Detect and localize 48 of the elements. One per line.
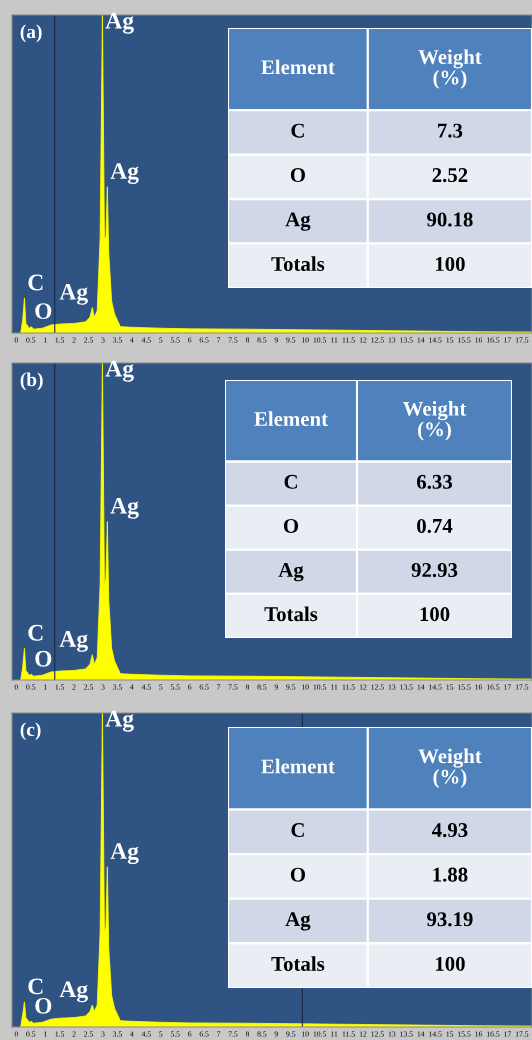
annotation: Totals — [271, 256, 325, 271]
annotation: O — [35, 650, 52, 667]
annotation: C — [28, 274, 43, 291]
annotation: 2.52 — [432, 168, 468, 183]
annotation: Ag — [110, 497, 139, 519]
annotation: Ag — [110, 843, 139, 865]
annotation: Ag — [278, 562, 304, 582]
annotation: 93.19 — [427, 912, 473, 927]
annotation: O — [35, 997, 52, 1014]
annotation: Element — [261, 59, 335, 75]
annotation: 4.93 — [431, 823, 468, 838]
annotation: Totals — [264, 606, 318, 622]
annotation: O — [283, 518, 299, 533]
annotation: 100 — [435, 956, 465, 971]
annotation: Ag — [59, 631, 88, 652]
annotation: C — [291, 823, 304, 838]
annotation: Weight (%) — [418, 49, 482, 89]
annotation: Ag — [285, 912, 311, 931]
annotation: (a) — [20, 24, 42, 43]
annotation: O — [290, 867, 306, 882]
annotation: O — [35, 303, 52, 320]
annotation: Ag — [59, 981, 88, 1003]
annotation: 1.88 — [433, 867, 468, 882]
annotation: (c) — [20, 722, 41, 741]
annotation: C — [28, 978, 43, 995]
annotation: Ag — [105, 710, 134, 732]
annotation: Weight (%) — [402, 401, 467, 441]
annotation: C — [284, 474, 297, 489]
annotation: Totals — [271, 956, 325, 971]
annotation: 100 — [420, 607, 450, 622]
annotation: 6.33 — [416, 474, 453, 489]
annotation: O — [290, 168, 306, 183]
annotation: 100 — [435, 256, 465, 271]
annotation: 90.18 — [427, 212, 473, 227]
annotation: 92.93 — [411, 563, 458, 578]
annotation: Ag — [105, 12, 134, 34]
annotation: C — [28, 624, 43, 641]
annotation: Ag — [110, 163, 139, 184]
annotation: Ag — [105, 360, 134, 382]
annotation: C — [291, 123, 304, 138]
annotation: Ag — [285, 212, 311, 231]
annotation: Element — [254, 411, 328, 427]
annotation: Ag — [59, 283, 88, 305]
annotation: Weight (%) — [418, 748, 482, 788]
annotation: (b) — [20, 372, 43, 391]
annotation: 0.74 — [417, 518, 453, 534]
annotation: 7.3 — [438, 123, 463, 138]
annotation: Element — [261, 758, 335, 774]
